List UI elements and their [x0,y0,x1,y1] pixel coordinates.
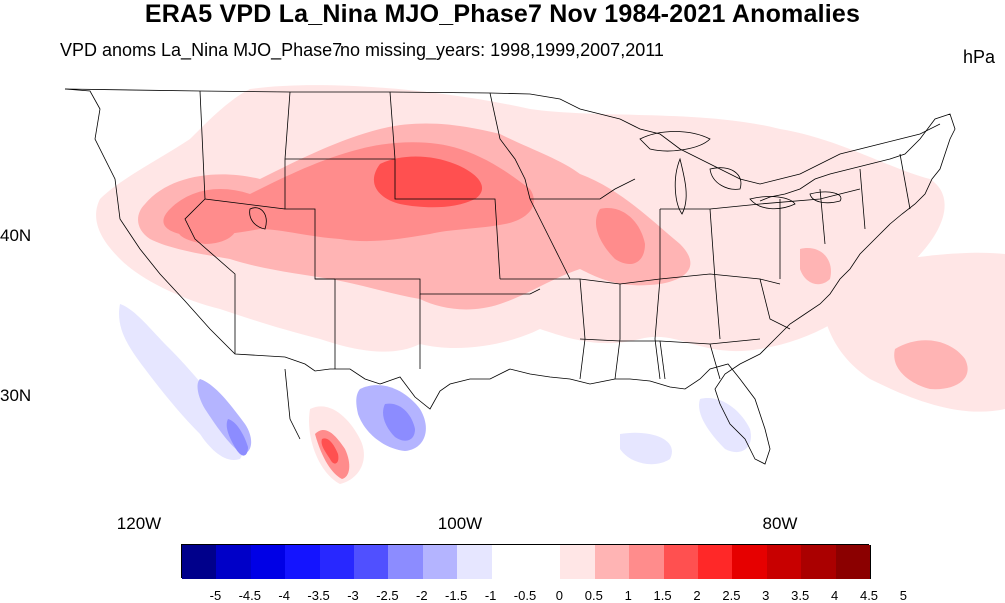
colorbar-tick-label: 0 [555,588,564,603]
lat-label-40n: 40N [0,226,32,245]
colorbar-tick-label: 1.5 [653,588,672,603]
figure-title: ERA5 VPD La_Nina MJO_Phase7 Nov 1984-202… [144,0,861,28]
colorbar-segment [629,545,666,579]
left-subtitle: VPD anoms La_Nina MJO_Phase7 [60,40,343,60]
colorbar-segment [422,545,459,579]
colorbar-segment [285,545,322,579]
colorbar-tick-label: 3 [762,588,770,603]
mexico-red-patch [315,429,350,479]
colorbar [181,544,872,579]
lon-label-80w: 80W [762,514,798,533]
colorbar-tick-label: -2 [416,588,428,603]
red-center [177,156,483,244]
colorbar-tick-label: -5 [209,588,222,603]
colorbar-tick-label: -3.5 [307,588,330,603]
lat-label-30n: 30N [0,386,32,405]
center-subtitle: no missing_years: 1998,1999,2007,2011 [340,40,664,60]
colorbar-segment [491,545,528,579]
anomaly-map [64,85,1005,484]
colorbar-tick-label: 2 [693,588,701,603]
colorbar-tick-label: 3.5 [791,588,810,603]
lon-label-120w: 120W [116,514,162,533]
colorbar-segment [732,545,769,579]
colorbar-tick-label: 5 [899,588,908,603]
colorbar-segment [250,545,287,579]
colorbar-tick-label: -4 [278,588,290,603]
colorbar-segment [698,545,734,579]
colorbar-tick-label: 2.5 [722,588,741,603]
great-lakes-outline [249,131,842,230]
colorbar-tick-label: 4 [830,588,839,603]
lon-label-100w: 100W [437,514,483,533]
colorbar-tick-label: -0.5 [513,588,537,603]
colorbar-tick-label: -4.5 [238,588,261,603]
colorbar-segment [766,545,803,579]
colorbar-tick-label: -1 [484,588,497,603]
colorbar-segment [560,545,597,579]
colorbar-tick-label: 1 [624,588,632,603]
colorbar-tick-label: -1.5 [444,588,468,603]
colorbar-segment [457,545,494,579]
colorbar-segment [594,545,631,579]
colorbar-tick-label: 0.5 [584,588,603,603]
colorbar-segment [388,545,425,579]
colorbar-segment [354,545,390,579]
colorbar-segment [835,545,872,579]
colorbar-segment [526,545,562,579]
colorbar-tick-label: -3 [347,588,359,603]
colorbar-segment [216,545,253,579]
colorbar-tick-label: 4.5 [859,588,879,603]
map-panel [60,79,1005,488]
map-boundaries [64,88,956,465]
colorbar-tick-label: -2.5 [376,588,399,603]
units-label: hPa [962,47,995,67]
colorbar-segment [319,545,356,579]
blue-negative-areas [119,304,751,465]
colorbar-segment [182,545,218,579]
colorbar-segment [663,545,700,579]
colorbar-segment [801,545,838,579]
